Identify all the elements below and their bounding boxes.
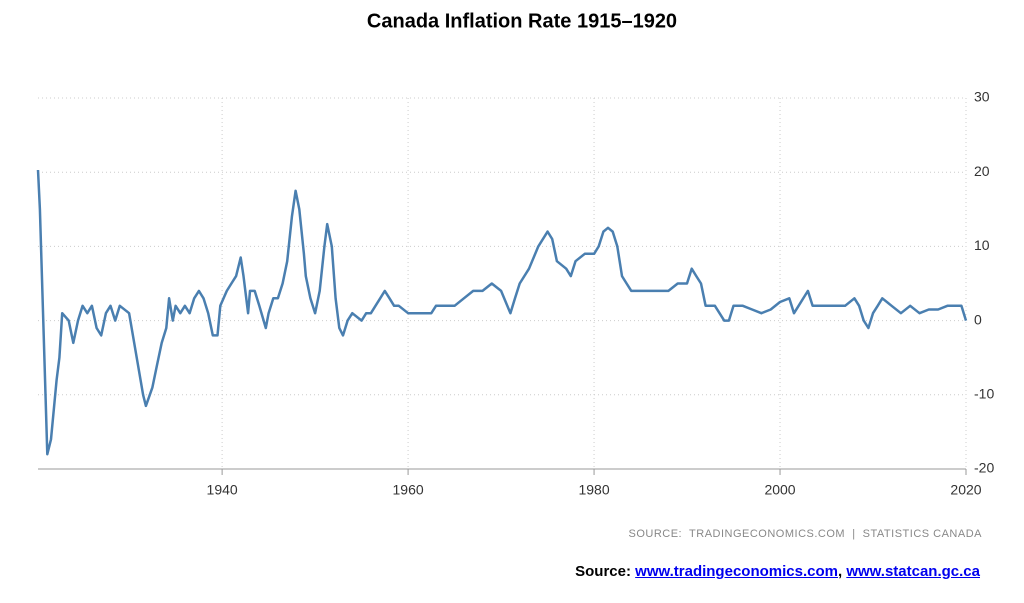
x-tick-label: 2020 <box>950 482 981 498</box>
chart-title: Canada Inflation Rate 1915–1920 <box>367 10 677 32</box>
x-tick-label: 2000 <box>764 482 795 498</box>
y-tick-label: 10 <box>974 237 990 253</box>
footer: Source: www.tradingeconomics.com, www.st… <box>575 563 980 580</box>
y-tick-label: -20 <box>974 460 994 476</box>
x-tick-label: 1940 <box>207 482 238 498</box>
source-note: SOURCE: TRADINGECONOMICS.COM | STATISTIC… <box>629 528 983 540</box>
data-line <box>36 169 968 456</box>
x-tick-label: 1980 <box>578 482 609 498</box>
y-tick-label: -10 <box>974 386 994 402</box>
footer-label: Source: <box>575 563 631 580</box>
footer-link[interactable]: www.tradingeconomics.com <box>635 563 838 580</box>
y-tick-label: 30 <box>974 89 990 105</box>
footer-link[interactable]: www.statcan.gc.ca <box>846 563 980 580</box>
y-tick-label: 20 <box>974 163 990 179</box>
y-tick-label: 0 <box>974 311 982 327</box>
x-tick-label: 1960 <box>393 482 424 498</box>
